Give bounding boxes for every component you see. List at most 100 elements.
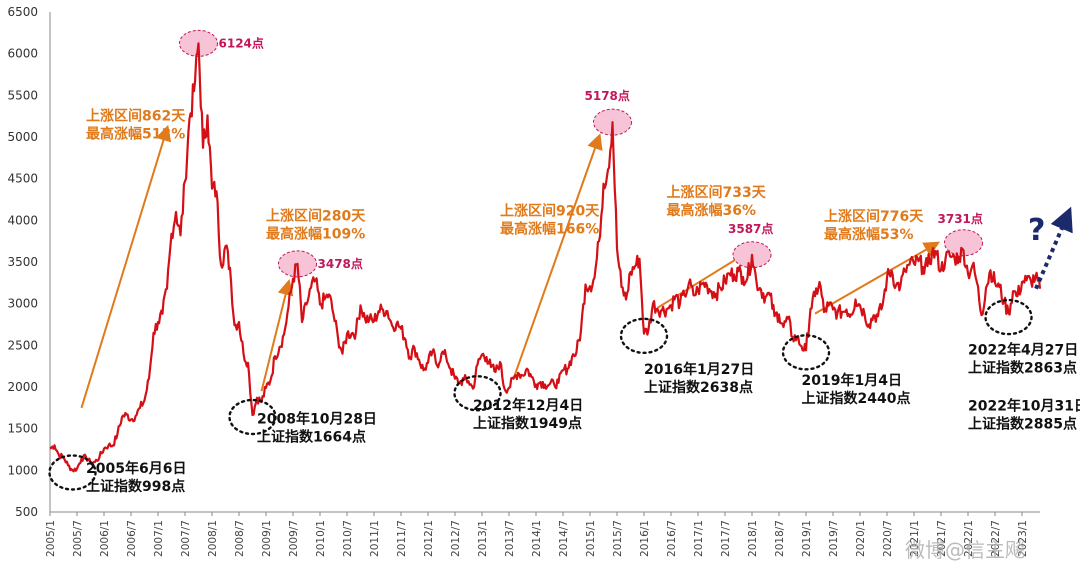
rise-annotation: 最高涨幅513% (86, 125, 185, 142)
trough-annotation: 上证指数2440点 (802, 390, 911, 407)
peak-label: 3731点 (938, 211, 983, 226)
x-tick-label: 2021/1 (909, 520, 921, 557)
rise-annotation: 上涨区间733天 (667, 184, 767, 201)
x-tick-label: 2022/7 (990, 520, 1002, 557)
rise-annotation: 最高涨幅53% (824, 226, 914, 243)
trough-annotation: 2012年12月4日 (473, 397, 583, 414)
x-tick-label: 2013/1 (477, 520, 489, 557)
x-tick-label: 2023/1 (1017, 520, 1029, 557)
y-tick-label: 1000 (7, 463, 38, 477)
rise-arrow (260, 278, 294, 392)
x-tick-label: 2006/1 (99, 520, 111, 557)
peak-label: 5178点 (585, 88, 630, 103)
trough-annotation: 上证指数1664点 (257, 429, 366, 446)
rise-annotation: 上涨区间862天 (86, 107, 186, 124)
rise-annotation: 上涨区间280天 (266, 207, 366, 224)
trough-annotation: 上证指数2885点 (968, 415, 1077, 432)
x-tick-label: 2018/1 (747, 520, 759, 557)
y-tick-label: 6500 (7, 5, 38, 19)
y-tick-label: 3000 (7, 297, 38, 311)
watermark: 微博@信主飚 (905, 538, 1025, 562)
forecast-dotted-arrow (1034, 206, 1073, 290)
y-tick-label: 5000 (7, 130, 38, 144)
forecast-arrow: ? (1028, 206, 1073, 290)
x-tick-label: 2014/1 (531, 520, 543, 557)
peak-label: 3587点 (728, 221, 773, 236)
trough-annotation: 2022年10月31日 (968, 397, 1080, 414)
rise-annotation: 最高涨幅166% (500, 220, 599, 237)
x-tick-label: 2011/7 (396, 520, 408, 557)
x-tick-label: 2016/1 (639, 520, 651, 557)
rise-arrows (80, 124, 940, 409)
trough-circles (48, 298, 1033, 491)
trough-circle (48, 454, 97, 491)
y-tick-label: 1500 (7, 422, 38, 436)
rise-annotation: 上涨区间920天 (500, 202, 600, 219)
x-tick-label: 2020/1 (855, 520, 867, 557)
x-tick-label: 2017/7 (720, 520, 732, 557)
x-tick-label: 2015/7 (612, 520, 624, 557)
y-tick-label: 4000 (7, 213, 38, 227)
x-tick-label: 2009/7 (288, 520, 300, 557)
y-tick-label: 5500 (7, 88, 38, 102)
y-tick-label: 4500 (7, 172, 38, 186)
y-tick-label: 3500 (7, 255, 38, 269)
y-tick-label: 6000 (7, 47, 38, 61)
trough-annotation: 2022年4月27日 (968, 342, 1078, 359)
rise-arrow (80, 124, 172, 409)
x-tick-label: 2013/7 (504, 520, 516, 557)
rise-annotation: 上涨区间776天 (824, 208, 924, 225)
x-tick-label: 2018/7 (774, 520, 786, 557)
trough-annotation: 2005年6月6日 (86, 460, 186, 477)
x-tick-label: 2007/1 (153, 520, 165, 557)
peak-label: 3478点 (318, 256, 363, 271)
x-tick-label: 2012/7 (450, 520, 462, 557)
trough-annotation: 上证指数1949点 (473, 415, 582, 432)
x-tick-label: 2012/1 (423, 520, 435, 557)
x-tick-label: 2010/1 (315, 520, 327, 557)
y-tick-label: 2500 (7, 338, 38, 352)
x-tick-label: 2010/7 (342, 520, 354, 557)
trough-annotation: 上证指数2638点 (644, 379, 753, 396)
x-tick-label: 2020/7 (882, 520, 894, 557)
rise-annotation: 最高涨幅109% (266, 225, 365, 242)
x-tick-label: 2015/1 (585, 520, 597, 557)
trough-annotation: 2016年1月27日 (644, 361, 754, 378)
trough-circle (781, 334, 831, 371)
x-tick-label: 2008/7 (234, 520, 246, 557)
rise-arrow (814, 241, 940, 315)
index-line (49, 42, 1042, 473)
x-tick-label: 2008/1 (207, 520, 219, 557)
x-tick-label: 2022/1 (963, 520, 975, 557)
x-tick-label: 2007/7 (180, 520, 192, 557)
x-tick-label: 2005/1 (45, 520, 57, 557)
x-tick-label: 2016/7 (666, 520, 678, 557)
trough-annotation: 2019年1月4日 (802, 372, 902, 389)
y-tick-label: 2000 (7, 380, 38, 394)
x-tick-label: 2019/7 (828, 520, 840, 557)
x-tick-label: 2021/7 (936, 520, 948, 557)
x-tick-label: 2011/1 (369, 520, 381, 557)
x-axis: 2005/1 2005/7 2006/1 2006/7 2007/1 2007/7 2008… (45, 511, 1040, 557)
y-tick-label: 500 (15, 505, 38, 519)
x-tick-label: 2005/7 (72, 520, 84, 557)
x-tick-label: 2019/1 (801, 520, 813, 557)
x-tick-label: 2009/1 (261, 520, 273, 557)
trough-annotation: 上证指数998点 (86, 478, 185, 495)
y-axis: 500 1000 1500 2000 2500 3000 3500 4000 4500 5000 5… (7, 5, 51, 519)
forecast-question-mark: ? (1028, 213, 1045, 248)
trough-annotation: 2008年10月28日 (257, 411, 377, 428)
annotation-labels: 6124点 3478点 5178点 3587点 3731点 上涨区间862天最高涨幅513… (86, 35, 1080, 495)
trough-circle (619, 317, 669, 355)
trough-circle (453, 375, 502, 412)
peak-label: 6124点 (219, 35, 264, 50)
rise-arrow (512, 133, 603, 380)
x-tick-label: 2014/7 (558, 520, 570, 557)
x-tick-label: 2017/1 (693, 520, 705, 557)
x-tick-label: 2006/7 (126, 520, 138, 557)
trough-annotation: 上证指数2863点 (968, 360, 1077, 377)
trough-circle (228, 398, 277, 436)
trough-circle (984, 298, 1033, 336)
rise-annotation: 最高涨幅36% (667, 202, 757, 219)
